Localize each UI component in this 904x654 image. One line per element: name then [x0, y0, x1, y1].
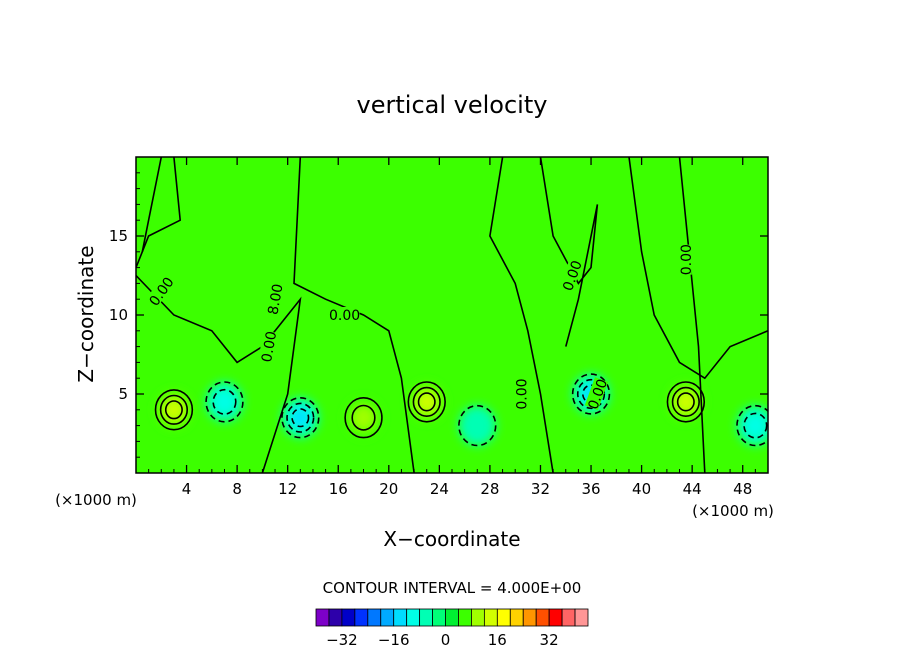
colorbar-tick-label: −32 [326, 631, 358, 649]
colorbar-swatch [419, 608, 433, 627]
x-tick-label: 4 [182, 480, 192, 498]
y-tick-label: 15 [109, 227, 128, 245]
contour-label: 0.00 [259, 330, 280, 363]
chart-title: vertical velocity [357, 91, 548, 119]
colorbar-swatch [393, 608, 408, 627]
colorbar-swatch [535, 608, 550, 627]
colorbar-swatch [522, 608, 537, 627]
contour-line [666, 381, 706, 423]
colorbar: −32 −16 0 16 32 [315, 608, 589, 649]
x-tick-label: 40 [632, 480, 651, 498]
colorbar-swatch [341, 608, 356, 627]
contour-line [164, 400, 183, 420]
colorbar-swatch [445, 608, 459, 627]
contour-line [671, 386, 700, 418]
colorbar-swatch [328, 608, 343, 627]
x-tick-label: 12 [278, 480, 297, 498]
x-tick-label: 48 [733, 480, 752, 498]
zero-contour-line [628, 157, 768, 380]
x-axis-label: X−coordinate [383, 527, 520, 551]
contour-line [291, 408, 310, 428]
colorbar-swatch [509, 608, 524, 627]
y-tick-label: 10 [109, 306, 128, 324]
colorbar-swatch [367, 608, 382, 627]
contour-line [576, 378, 606, 410]
zero-contour-line [678, 157, 706, 473]
colorbar-tick-label: −16 [378, 631, 410, 649]
feature-blob [458, 405, 496, 446]
contour-line [205, 381, 244, 423]
contour-line [458, 404, 497, 447]
contour-line [571, 373, 611, 415]
feature-blob [736, 405, 768, 446]
zero-contour-line [489, 157, 554, 473]
field-background [136, 157, 768, 473]
contour-line [281, 397, 320, 439]
x-tick-label: 44 [683, 480, 702, 498]
contour-label: 0.00 [329, 308, 360, 324]
x-tick-label: 32 [531, 480, 550, 498]
contour-label: 0.00 [515, 378, 531, 409]
y-axis-label: Z−coordinate [74, 245, 98, 382]
x-tick-label: 8 [232, 480, 242, 498]
colorbar-swatch [548, 608, 563, 627]
x-tick-label: 36 [581, 480, 600, 498]
contour-label: 0.00 [679, 244, 695, 275]
colorbar-swatch [471, 608, 485, 627]
colorbar-swatch [380, 608, 395, 627]
contour-line [407, 381, 446, 423]
contour-label: 8.00 [265, 283, 286, 316]
contour-line [417, 392, 436, 412]
feature-blob [345, 397, 382, 438]
colorbar-tick-label: 0 [441, 631, 451, 649]
colorbar-swatch [315, 608, 330, 627]
contour-line [676, 392, 695, 412]
colorbar-swatch [354, 608, 369, 627]
contour-line [344, 397, 383, 439]
contour-line [159, 394, 189, 425]
zero-contour-line [539, 157, 599, 347]
colorbar-swatch [406, 608, 421, 627]
feature-blob [206, 382, 243, 422]
x-tick-label: 20 [379, 480, 398, 498]
x-tick-label: 28 [480, 480, 499, 498]
contour-line [286, 402, 315, 433]
x-unit-left: (×1000 m) [55, 491, 137, 509]
contour-line [743, 412, 768, 439]
y-tick-label: 5 [118, 385, 128, 403]
colorbar-tick-label: 16 [488, 631, 507, 649]
contour-line [351, 404, 376, 431]
zero-contour-line [293, 157, 415, 473]
x-axis: 4 8 12 16 20 24 28 32 36 40 44 48 [148, 157, 756, 498]
colorbar-swatch [432, 608, 446, 627]
colorbar-swatch [496, 608, 511, 627]
x-unit-right: (×1000 m) [692, 502, 774, 520]
contour-line [412, 386, 441, 418]
zero-contour-line [136, 157, 182, 268]
x-tick-label: 24 [430, 480, 449, 498]
colorbar-swatch [483, 608, 498, 627]
colorbar-swatch [561, 608, 576, 627]
y-axis: 5 10 15 [109, 172, 768, 458]
colorbar-swatch [574, 608, 589, 627]
x-tick-label: 16 [329, 480, 348, 498]
colorbar-swatch [458, 608, 472, 627]
plot-field [136, 157, 768, 473]
contour-line [212, 388, 237, 415]
colorbar-tick-label: 32 [540, 631, 559, 649]
zero-contour-line [141, 157, 163, 252]
contour-interval-text: CONTOUR INTERVAL = 4.000E+00 [323, 579, 582, 597]
contour-line [154, 389, 194, 431]
